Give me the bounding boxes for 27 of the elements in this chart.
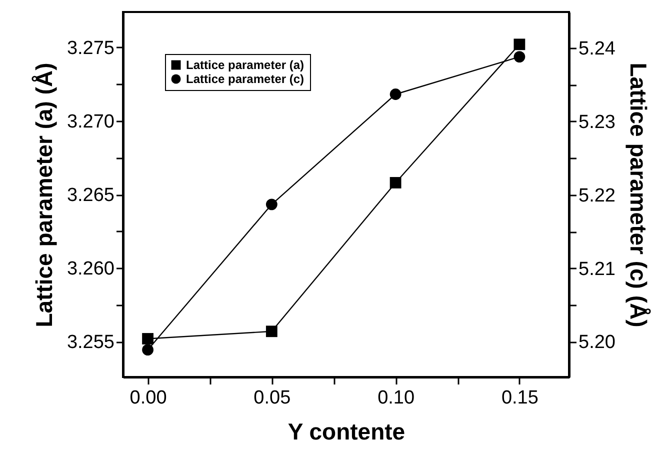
y2-tick-label: 5.24 bbox=[578, 38, 616, 60]
point bbox=[142, 333, 154, 344]
y-tick-label: 3.265 bbox=[66, 185, 114, 206]
y-tick-label: 3.255 bbox=[66, 332, 114, 354]
x-tick-label: 0.05 bbox=[254, 388, 291, 408]
point bbox=[514, 51, 526, 62]
x-tick-label: 0.00 bbox=[130, 388, 167, 408]
legend-label: Lattice parameter (c) bbox=[186, 72, 304, 86]
y2-tick-label: 5.21 bbox=[578, 258, 616, 280]
y2-tick-label: 5.20 bbox=[578, 332, 616, 354]
x-tick-label: 0.10 bbox=[378, 388, 415, 408]
y-tick-label: 3.260 bbox=[66, 258, 114, 280]
y-axis-title: Lattice parameter (a) (Å) bbox=[30, 62, 57, 328]
point bbox=[390, 177, 402, 188]
y2-tick-label: 5.23 bbox=[578, 112, 616, 133]
point bbox=[266, 198, 278, 210]
point bbox=[266, 326, 278, 338]
y2-tick-label: 5.22 bbox=[578, 185, 616, 206]
point bbox=[142, 344, 154, 356]
point bbox=[390, 88, 402, 100]
x-axis-title: Y contente bbox=[288, 418, 406, 444]
legend-label: Lattice parameter (a) bbox=[186, 58, 304, 72]
x-tick-label: 0.15 bbox=[501, 388, 538, 408]
y2-axis-title: Lattice parameter (c) (Å) bbox=[625, 62, 652, 328]
point bbox=[514, 38, 526, 50]
y-tick-label: 3.275 bbox=[66, 38, 114, 59]
y-tick-label: 3.270 bbox=[66, 111, 114, 132]
